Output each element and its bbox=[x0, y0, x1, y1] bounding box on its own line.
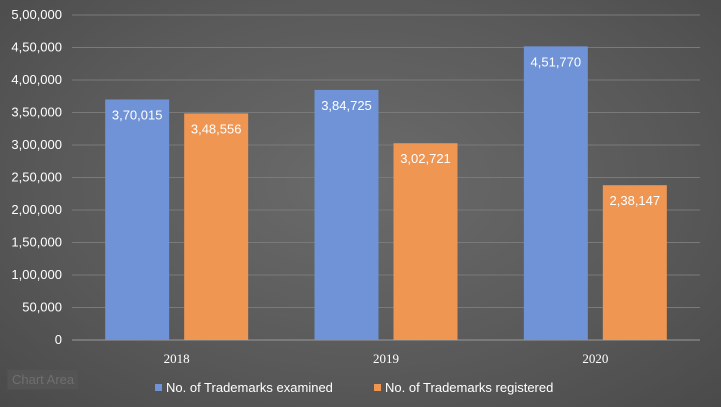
data-label: 2,38,147 bbox=[610, 193, 661, 208]
legend-swatch bbox=[155, 384, 162, 391]
data-label: 3,02,721 bbox=[400, 151, 451, 166]
x-tick-label: 2018 bbox=[164, 351, 190, 366]
y-tick-label: 2,00,000 bbox=[11, 202, 62, 217]
bar-examined-2020 bbox=[523, 46, 588, 341]
x-axis-ticks: 2018 2019 2020 bbox=[164, 351, 609, 366]
gridlines bbox=[72, 14, 700, 341]
bar-registered-2018 bbox=[184, 113, 249, 340]
y-tick-label: 2,50,000 bbox=[11, 170, 62, 185]
legend: No. of Trademarks examined No. of Tradema… bbox=[155, 380, 553, 395]
chart-area-tag: Chart Area bbox=[7, 369, 80, 390]
bar-registered-2020 bbox=[602, 185, 667, 340]
y-axis-ticks: 0 50,000 1,00,000 1,50,000 2,00,000 2,50,000 3… bbox=[11, 7, 62, 347]
bar-examined-2018 bbox=[105, 99, 170, 340]
y-tick-label: 4,50,000 bbox=[11, 40, 62, 55]
y-tick-label: 1,50,000 bbox=[11, 235, 62, 250]
data-label: 3,70,015 bbox=[112, 107, 163, 122]
legend-label: No. of Trademarks registered bbox=[385, 380, 553, 395]
y-tick-label: 3,00,000 bbox=[11, 137, 62, 152]
y-tick-label: 50,000 bbox=[22, 300, 62, 315]
legend-swatch bbox=[374, 384, 381, 391]
y-tick-label: 5,00,000 bbox=[11, 7, 62, 22]
data-label: 4,51,770 bbox=[531, 54, 582, 69]
bar-registered-2019 bbox=[393, 143, 458, 340]
y-tick-label: 0 bbox=[55, 332, 62, 347]
bar-examined-2019 bbox=[314, 89, 379, 341]
data-label: 3,48,556 bbox=[191, 121, 242, 136]
legend-label: No. of Trademarks examined bbox=[166, 380, 333, 395]
y-tick-label: 1,00,000 bbox=[11, 267, 62, 282]
y-tick-label: 3,50,000 bbox=[11, 105, 62, 120]
bars bbox=[105, 46, 667, 341]
y-tick-label: 4,00,000 bbox=[11, 72, 62, 87]
x-tick-label: 2020 bbox=[582, 351, 608, 366]
x-tick-label: 2019 bbox=[373, 351, 399, 366]
data-label: 3,84,725 bbox=[321, 98, 372, 113]
data-labels: 3,70,015 3,48,556 3,84,725 3,02,721 4,51,770… bbox=[112, 54, 660, 208]
